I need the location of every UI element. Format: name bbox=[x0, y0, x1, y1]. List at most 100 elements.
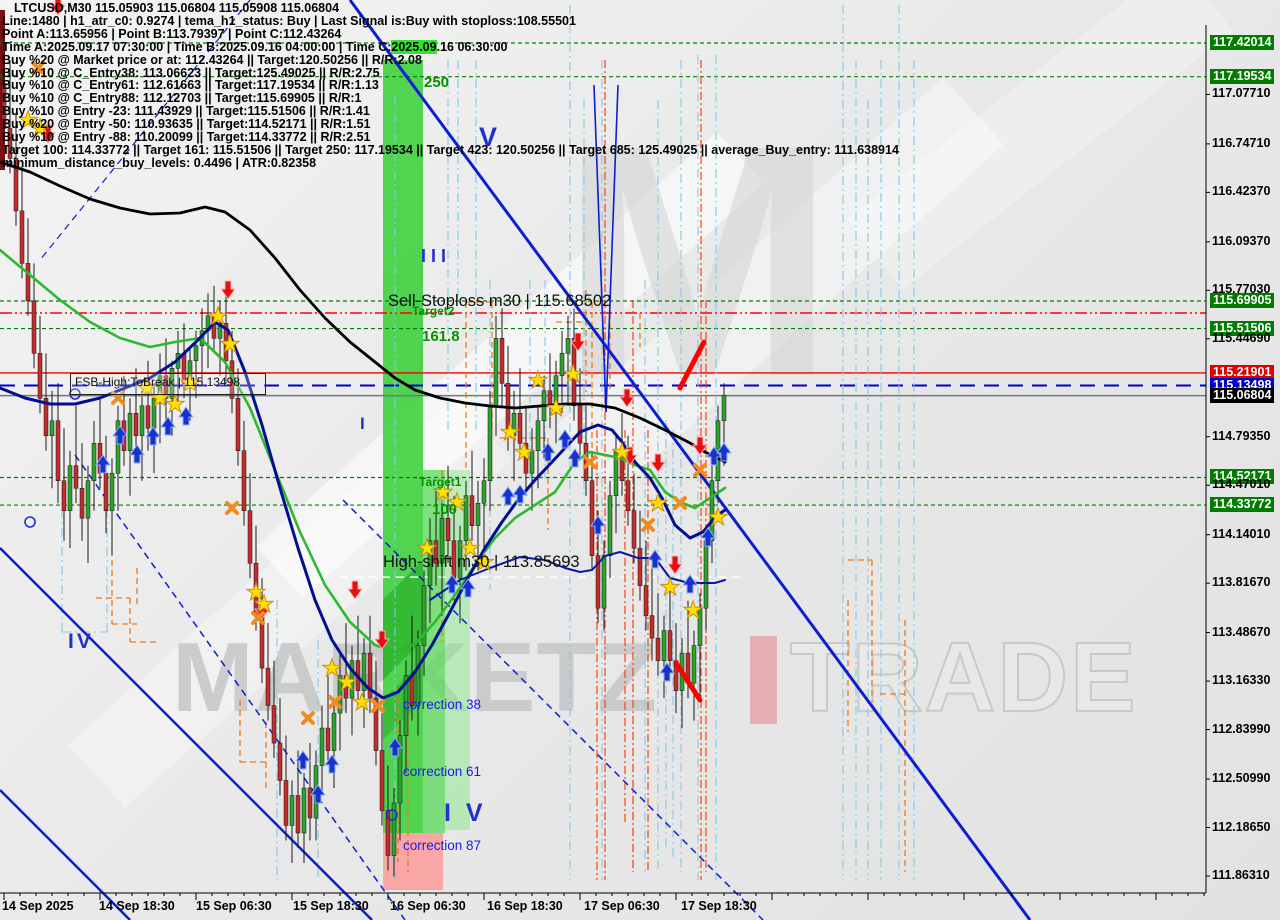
trendline-solid[interactable] bbox=[0, 789, 131, 920]
candle-body bbox=[379, 750, 385, 811]
buy-arrow-icon bbox=[512, 484, 528, 504]
x-cross-icon bbox=[328, 695, 342, 709]
price-badge-green: 117.42014 bbox=[1210, 35, 1275, 50]
trendline-solid[interactable] bbox=[0, 547, 373, 920]
trendline-dashed[interactable] bbox=[342, 499, 764, 920]
candle-body bbox=[85, 480, 91, 519]
buy-arrow-icon bbox=[145, 426, 161, 446]
candle-body bbox=[325, 727, 331, 751]
time-axis-label: 15 Sep 18:30 bbox=[293, 899, 369, 913]
star-signal-icon: ★ bbox=[219, 331, 241, 358]
candle-body bbox=[661, 630, 667, 661]
x-cross-icon bbox=[225, 501, 239, 515]
info-line: Target 100: 114.33772 || Target 161: 115… bbox=[2, 142, 899, 157]
candle-body bbox=[409, 675, 415, 706]
candle-body bbox=[343, 675, 349, 699]
candle-body bbox=[145, 405, 151, 429]
info-line: Buy %10 @ Entry -23: 111.43929 || Target… bbox=[2, 104, 370, 119]
signal-markers: ★★★★★★★★★★★★★★★★★★★★★★★★★★★★ bbox=[17, 0, 732, 821]
candle-body bbox=[13, 158, 19, 212]
candle-body bbox=[589, 480, 595, 556]
candle-body bbox=[103, 472, 109, 511]
candle-body bbox=[577, 405, 583, 444]
red-segment bbox=[677, 339, 707, 391]
candle-body bbox=[463, 495, 469, 541]
info-line: Point A:113.65956 | Point B:113.79397 | … bbox=[2, 26, 342, 41]
circle-signal-icon bbox=[69, 388, 81, 400]
candle-body bbox=[283, 780, 289, 826]
candle-body bbox=[721, 395, 727, 422]
buy-arrow-icon bbox=[178, 406, 194, 426]
candle-body bbox=[319, 727, 325, 766]
candle-body bbox=[517, 413, 523, 444]
trendline-solid[interactable] bbox=[605, 84, 619, 413]
price-axis[interactable]: 117.42014 117.19534 117.07710 116.74710 116.… bbox=[1208, 0, 1280, 893]
trendlines[interactable] bbox=[0, 0, 1032, 920]
sell-arrow-icon bbox=[570, 332, 586, 352]
star-signal-icon: ★ bbox=[416, 535, 438, 562]
star-signal-icon: ★ bbox=[245, 579, 267, 606]
candle-body bbox=[643, 585, 649, 616]
trendline-solid[interactable] bbox=[348, 0, 1032, 920]
star-signal-icon: ★ bbox=[136, 375, 158, 402]
sell-arrow-icon bbox=[374, 630, 390, 650]
star-signal-icon: ★ bbox=[351, 689, 373, 716]
info-line: minimum_distance_buy_levels: 0.4496 | AT… bbox=[2, 155, 317, 170]
price-axis-label: 117.07710 bbox=[1212, 86, 1271, 100]
candle-body bbox=[655, 637, 661, 661]
candle-body bbox=[277, 742, 283, 781]
star-signal-icon: ★ bbox=[446, 489, 468, 516]
candle-body bbox=[265, 667, 271, 706]
candle-body bbox=[109, 472, 115, 511]
buy-arrow-icon bbox=[716, 442, 732, 462]
x-cross-icon bbox=[641, 518, 655, 532]
buy-arrow-icon bbox=[310, 784, 326, 804]
buy-arrow-icon bbox=[324, 754, 340, 774]
candle-body bbox=[31, 300, 37, 354]
watermark-bar bbox=[750, 636, 777, 724]
candle-body bbox=[397, 735, 403, 804]
candle-body bbox=[19, 210, 25, 264]
sell-arrow-icon bbox=[347, 580, 363, 600]
star-signal-icon: ★ bbox=[647, 490, 669, 517]
candle-body bbox=[301, 787, 307, 834]
buy-arrow-icon bbox=[500, 486, 516, 506]
trendline-dashed[interactable] bbox=[39, 0, 251, 261]
price-axis-label: 112.50990 bbox=[1212, 771, 1271, 785]
star-signal-icon: ★ bbox=[179, 370, 201, 397]
buy-arrow-icon bbox=[700, 527, 716, 547]
buy-arrow-icon bbox=[590, 515, 606, 535]
time-axis-label: 17 Sep 06:30 bbox=[584, 899, 660, 913]
price-badge-green: 115.51506 bbox=[1210, 321, 1275, 336]
candle-body bbox=[61, 480, 67, 511]
candle-body bbox=[385, 810, 391, 856]
candle-body bbox=[289, 795, 295, 826]
price-axis-label: 115.77030 bbox=[1212, 282, 1271, 296]
candle-body bbox=[511, 413, 517, 437]
x-cross-icon bbox=[583, 455, 597, 469]
star-signal-icon: ★ bbox=[336, 669, 358, 696]
x-cross-icon bbox=[673, 496, 687, 510]
candle-body bbox=[493, 338, 499, 407]
star-signal-icon: ★ bbox=[459, 535, 481, 562]
time-axis[interactable]: 14 Sep 2025 14 Sep 18:30 15 Sep 06:30 15 Se… bbox=[0, 896, 1280, 920]
price-axis-label: 114.47010 bbox=[1212, 477, 1271, 491]
star-signal-icon: ★ bbox=[527, 367, 549, 394]
star-signal-icon: ★ bbox=[149, 385, 171, 412]
time-axis-label: 14 Sep 2025 bbox=[2, 899, 74, 913]
candle-body bbox=[391, 802, 397, 856]
info-line: Buy %20 @ Market price or at: 112.43264 … bbox=[2, 52, 422, 67]
candle-body bbox=[481, 480, 487, 504]
buy-arrow-icon bbox=[682, 574, 698, 594]
candle-body bbox=[619, 450, 625, 481]
ma-lines bbox=[0, 160, 727, 700]
candle-body bbox=[625, 480, 631, 511]
candle-body bbox=[457, 540, 463, 579]
trendline-solid[interactable] bbox=[593, 84, 607, 413]
info-line: Buy %10 @ C_Entry88: 112.12703 || Target… bbox=[2, 91, 362, 106]
price-axis-label: 113.16330 bbox=[1212, 673, 1271, 687]
candle-body bbox=[295, 795, 301, 834]
x-cross-icon bbox=[31, 61, 45, 75]
